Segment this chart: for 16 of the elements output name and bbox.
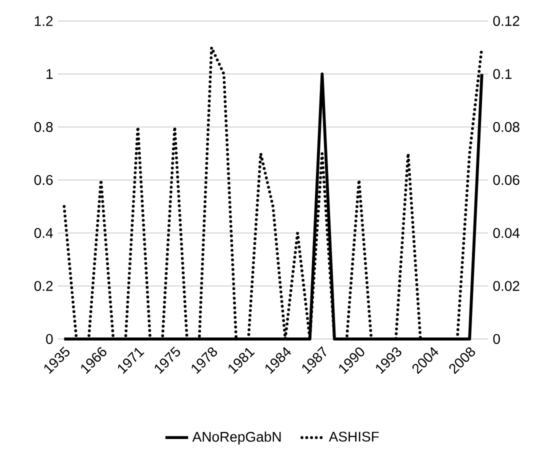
y2-tick-label: 0.12 (493, 16, 520, 26)
y-tick-label: 0.8 (34, 122, 53, 132)
y-tick-label: 0 (46, 334, 53, 344)
y2-tick-label: 0.06 (493, 175, 520, 185)
y2-tick-label: 0.08 (493, 122, 520, 132)
y-tick-label: 0.6 (34, 175, 53, 185)
y-tick-label: 1 (46, 69, 53, 79)
legend-label: ANoRepGabN (192, 432, 281, 445)
y2-tick-label: 0 (493, 334, 500, 344)
y-tick-label: 0.4 (34, 228, 53, 238)
y-tick-label: 1.2 (34, 16, 53, 26)
y2-tick-label: 0.1 (493, 69, 512, 79)
y2-tick-label: 0.02 (493, 281, 520, 291)
y2-tick-label: 0.04 (493, 228, 520, 238)
legend-label: ASHISF (328, 432, 379, 442)
y-tick-label: 0.2 (34, 281, 53, 291)
